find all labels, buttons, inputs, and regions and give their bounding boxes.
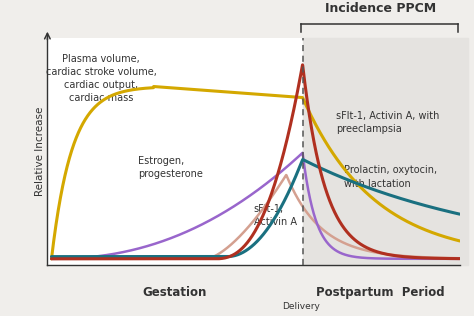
Text: sFlt-1,
Activin A: sFlt-1, Activin A xyxy=(254,204,297,227)
Text: Plasma volume,
cardiac stroke volume,
cardiac output,
cardiac mass: Plasma volume, cardiac stroke volume, ca… xyxy=(46,54,156,103)
Y-axis label: Relative Increase: Relative Increase xyxy=(35,107,45,196)
Text: Prolactin, oxytocin,
with lactation: Prolactin, oxytocin, with lactation xyxy=(344,165,438,189)
Bar xyxy=(302,38,468,265)
Text: Gestation: Gestation xyxy=(142,286,206,299)
Text: Incidence PPCM: Incidence PPCM xyxy=(325,2,436,15)
Text: Estrogen,
progesterone: Estrogen, progesterone xyxy=(138,156,203,179)
Text: sFlt-1, Activin A, with
preeclampsia: sFlt-1, Activin A, with preeclampsia xyxy=(336,111,439,134)
Text: Postpartum  Period: Postpartum Period xyxy=(316,286,445,299)
Text: Delivery: Delivery xyxy=(282,302,320,311)
